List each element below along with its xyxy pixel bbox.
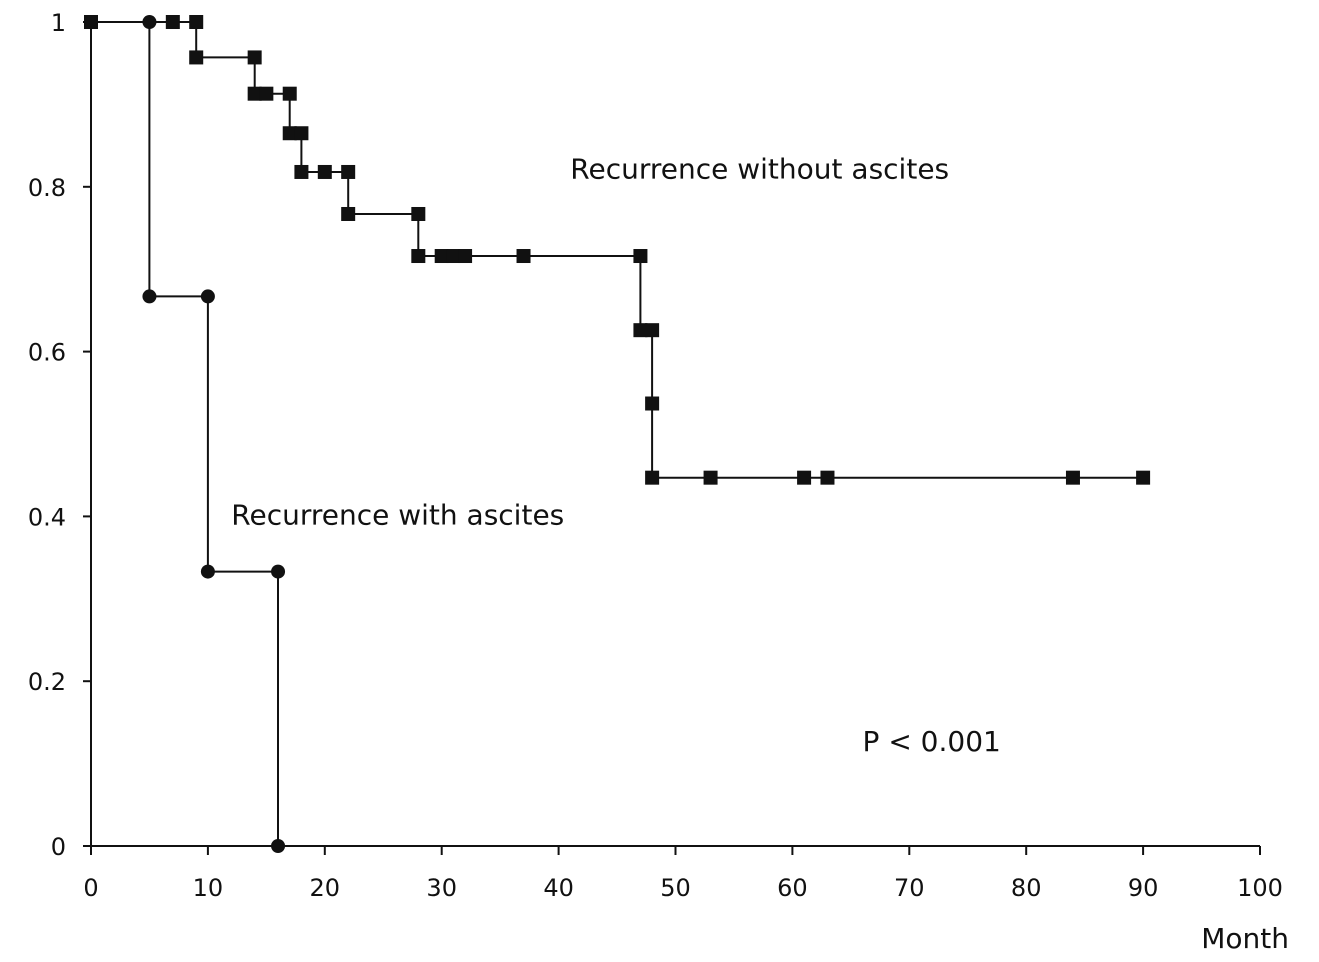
y-tick-label: 0.4 — [28, 503, 66, 531]
data-point-circle — [84, 15, 98, 29]
y-tick-label: 1 — [51, 9, 66, 37]
y-tick-label: 0.8 — [28, 174, 66, 202]
data-point-square — [341, 206, 356, 221]
data-point-square — [341, 164, 356, 179]
axes — [90, 22, 1260, 847]
data-point-square — [703, 470, 718, 485]
data-point-square — [820, 470, 835, 485]
annotation-text: Recurrence with ascites — [231, 499, 564, 532]
data-point-square — [317, 164, 332, 179]
data-point-square — [633, 249, 648, 264]
x-tick-label: 60 — [777, 874, 808, 902]
x-tick-label: 90 — [1128, 874, 1159, 902]
data-point-square — [165, 15, 180, 29]
data-point-square — [797, 470, 812, 485]
data-point-circle — [142, 289, 157, 304]
data-point-square — [458, 249, 473, 264]
annotation-layer: Recurrence without ascites Recurrence wit… — [231, 153, 1001, 759]
x-tick-label: 20 — [310, 874, 341, 902]
data-point-circle — [200, 289, 215, 304]
series-without-ascites — [84, 15, 1151, 485]
y-tick-label: 0.2 — [28, 668, 66, 696]
x-ticks: 0 10 20 30 40 50 60 70 80 90 100 — [83, 846, 1283, 902]
data-point-square — [446, 249, 461, 264]
data-point-square — [247, 50, 262, 65]
data-point-square — [645, 470, 660, 485]
data-point-circle — [200, 564, 215, 579]
data-point-square — [411, 249, 426, 264]
x-tick-label: 30 — [426, 874, 457, 902]
x-tick-label: 10 — [193, 874, 224, 902]
y-ticks: 0 0.2 0.4 0.6 0.8 1 — [28, 9, 91, 861]
x-tick-label: 70 — [894, 874, 925, 902]
x-tick-label: 40 — [543, 874, 574, 902]
data-point-square — [645, 396, 660, 411]
data-point-square — [1136, 470, 1151, 485]
x-tick-label: 50 — [660, 874, 691, 902]
x-tick-label: 80 — [1011, 874, 1042, 902]
annotation-text: P < 0.001 — [863, 725, 1001, 758]
series-with-ascites — [84, 15, 286, 853]
data-point-square — [516, 249, 531, 264]
data-point-square — [259, 86, 274, 101]
series-layer — [84, 15, 1151, 853]
data-point-square — [189, 15, 204, 29]
data-point-square — [633, 323, 648, 338]
data-point-circle — [142, 15, 157, 29]
y-tick-label: 0.6 — [28, 339, 66, 367]
data-point-square — [1065, 470, 1080, 485]
data-point-circle — [271, 564, 286, 579]
data-point-square — [247, 86, 262, 101]
y-tick-label: 0 — [51, 833, 66, 861]
data-point-square — [282, 126, 297, 141]
data-point-square — [294, 126, 309, 141]
x-tick-label: 0 — [83, 874, 98, 902]
annotation-text: Recurrence without ascites — [570, 153, 949, 186]
series-line — [91, 21, 279, 846]
data-point-square — [411, 206, 426, 221]
data-point-square — [294, 164, 309, 179]
x-tick-label: 100 — [1237, 874, 1283, 902]
x-axis-label: Month — [1201, 922, 1289, 955]
data-point-circle — [271, 839, 286, 853]
data-point-square — [645, 323, 660, 338]
data-point-square — [282, 86, 297, 101]
data-point-square — [189, 50, 204, 65]
data-point-square — [434, 249, 449, 264]
